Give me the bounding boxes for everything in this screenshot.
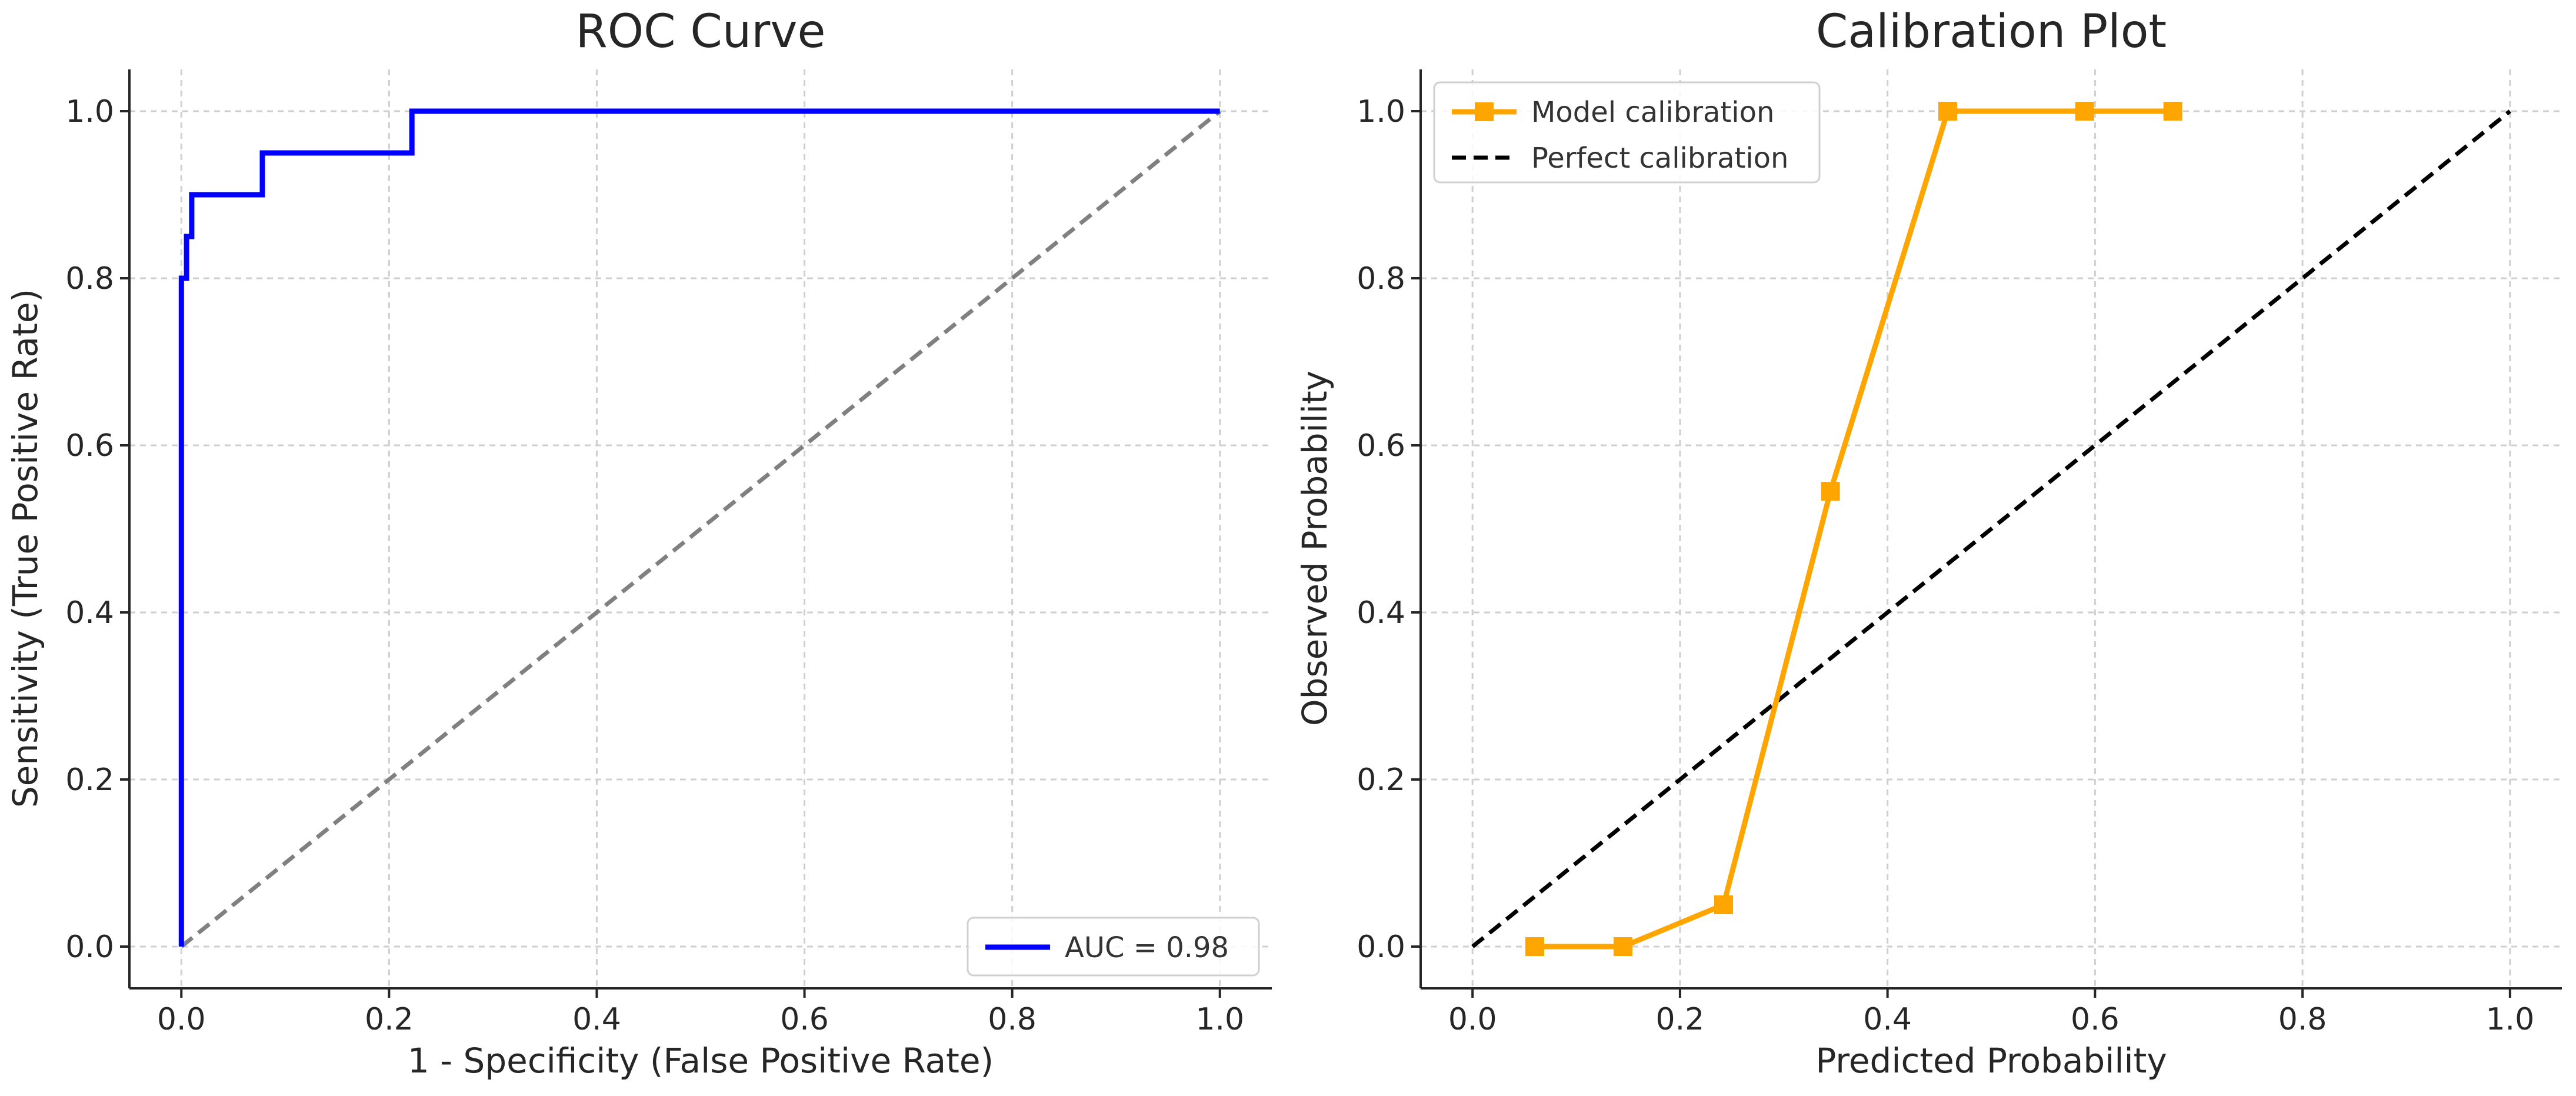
series-layer (178, 108, 1221, 948)
legend-label: Perfect calibration (1531, 142, 1788, 175)
x-tick-label: 0.8 (2278, 1002, 2327, 1037)
y-tick-label: 0.8 (1357, 261, 1405, 297)
data-point-marker (2075, 102, 2094, 121)
x-tick-label: 0.6 (780, 1002, 829, 1037)
legend-label: AUC = 0.98 (1065, 931, 1229, 964)
y-tick-label: 1.0 (1357, 94, 1405, 129)
x-tick-label: 1.0 (2485, 1002, 2534, 1037)
calibration-chart: Calibration Plot 0.0 0.2 0.4 0.6 0.8 1.0 0.00… (1295, 5, 2562, 1081)
grid (129, 69, 1272, 988)
series-line-perfect-calibration (1471, 109, 2511, 948)
legend: Model calibration Perfect calibration (1433, 81, 1821, 184)
x-tick-label: 0.2 (365, 1002, 414, 1037)
legend-marker-model-calibration (1475, 102, 1494, 121)
data-point-marker (1525, 937, 1544, 956)
grid (1421, 69, 2562, 988)
data-point-marker (1821, 482, 1840, 501)
series-line-auc-0-98 (178, 108, 1220, 947)
data-point-marker (1938, 102, 1957, 121)
x-axis: 0.0 0.2 0.4 0.6 0.8 1.0 (157, 988, 1244, 1037)
y-tick-label: 0.0 (1357, 930, 1405, 965)
x-axis-label: 1 - Specificity (False Positive Rate) (408, 1041, 994, 1081)
data-point-marker (2163, 102, 2182, 121)
y-tick-label: 0.2 (1357, 762, 1405, 798)
roc-chart: ROC Curve 0.0 0.2 0.4 0.6 0.8 1.0 0.00.20.40.… (5, 5, 1272, 1081)
x-tick-label: 0.0 (157, 1002, 206, 1037)
x-tick-label: 0.4 (1863, 1002, 1912, 1037)
y-axis: 0.0 0.2 0.4 0.6 0.8 1.0 (65, 94, 129, 965)
y-tick-label: 1.0 (65, 94, 114, 129)
x-tick-label: 0.4 (572, 1002, 621, 1037)
y-tick-label: 0.8 (65, 261, 114, 297)
series-line-chance (180, 109, 1221, 948)
series-layer (1471, 102, 2511, 956)
x-tick-label: 0.6 (2071, 1002, 2120, 1037)
axes-frame (128, 69, 1272, 990)
legend: AUC = 0.98 (967, 917, 1260, 977)
y-tick-label: 0.6 (1357, 428, 1405, 464)
y-tick-label: 0.4 (65, 595, 114, 631)
x-tick-label: 0.2 (1656, 1002, 1705, 1037)
x-axis: 0.0 0.2 0.4 0.6 0.8 1.0 (1448, 988, 2534, 1037)
legend-box (967, 917, 1260, 977)
data-point-marker (1714, 895, 1733, 914)
y-tick-label: 0.4 (1357, 595, 1405, 631)
axes-frame (1419, 69, 2562, 990)
y-tick-label: 0.0 (65, 930, 114, 965)
chart-title: ROC Curve (576, 5, 826, 58)
x-tick-label: 0.8 (988, 1002, 1037, 1037)
legend-label: Model calibration (1531, 96, 1774, 129)
data-point-marker (1613, 937, 1632, 956)
y-axis: 0.0 0.2 0.4 0.6 0.8 1.0 (1357, 94, 1421, 965)
x-tick-label: 0.0 (1448, 1002, 1497, 1037)
x-axis-label: Predicted Probability (1815, 1041, 2167, 1081)
chart-title: Calibration Plot (1816, 5, 2167, 58)
legend-box (1433, 81, 1821, 184)
y-tick-label: 0.6 (65, 428, 114, 464)
y-tick-label: 0.2 (65, 762, 114, 798)
x-tick-label: 1.0 (1195, 1002, 1244, 1037)
y-axis-label: Observed Probability (1295, 371, 1335, 726)
y-axis-label: Sensitivity (True Positive Rate) (5, 289, 45, 808)
